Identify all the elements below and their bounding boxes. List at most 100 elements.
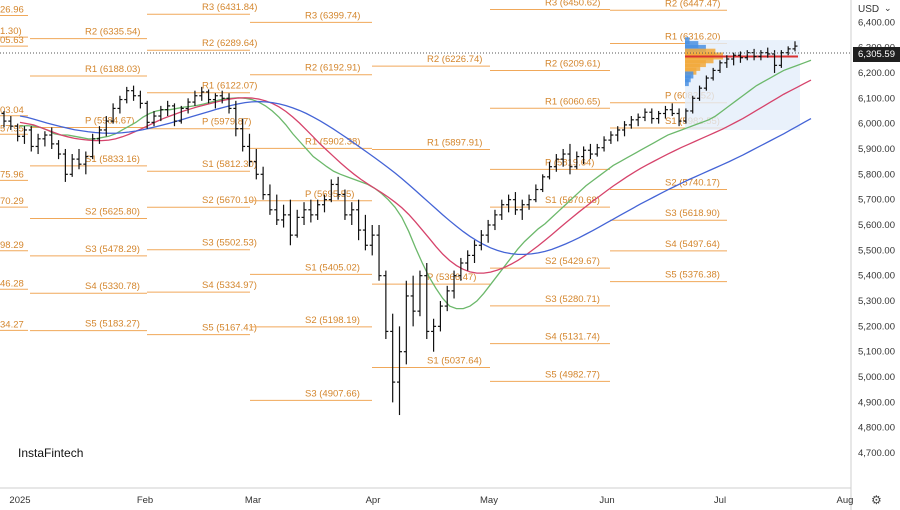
currency-selector[interactable]: USD — [858, 4, 880, 15]
price-tick-label: 5,900.00 — [858, 144, 895, 155]
ohlc-bar — [69, 154, 75, 177]
pivot-label: S1 (5670.68) — [545, 195, 600, 206]
ohlc-bar — [656, 110, 662, 124]
ohlc-bar — [90, 133, 96, 160]
ohlc-bar — [267, 184, 273, 215]
volume-profile-bar — [685, 44, 706, 52]
pivot-label: 57.95 — [0, 123, 24, 134]
ohlc-bar — [444, 285, 450, 312]
pivot-label: S4 (5334.97) — [202, 280, 257, 291]
ohlc-bar — [35, 133, 41, 155]
volume-profile-bar — [685, 75, 691, 83]
ohlc-bar — [369, 224, 375, 256]
ohlc-bar — [737, 51, 743, 63]
volume-profile-bar — [685, 37, 690, 45]
settings-gear-icon[interactable]: ⚙ — [871, 493, 882, 507]
ohlc-bar — [356, 199, 362, 241]
ohlc-bar — [601, 136, 607, 152]
ohlc-bar — [328, 179, 334, 203]
ohlc-bar — [676, 108, 682, 127]
month-tick-label: May — [480, 495, 498, 506]
pivot-label: 03.04 — [0, 105, 24, 116]
volume-profile — [685, 37, 800, 130]
ohlc-bar — [171, 103, 177, 127]
ohlc-bar — [315, 199, 321, 220]
ohlc-bar — [540, 174, 546, 193]
ohlc-bar — [772, 50, 778, 73]
ohlc-bar — [165, 100, 171, 117]
price-tick-label: 5,200.00 — [858, 321, 895, 332]
ohlc-bar — [178, 105, 184, 124]
ohlc-bar — [233, 100, 239, 137]
pivot-label: R1 (5897.91) — [427, 138, 482, 149]
pivot-label: S3 (4907.66) — [305, 388, 360, 399]
ohlc-bar — [137, 90, 143, 109]
pivot-label: S3 (5618.90) — [665, 208, 720, 219]
ohlc-bar — [192, 90, 198, 106]
pivot-label: S2 (5740.17) — [665, 177, 720, 188]
ohlc-bar — [83, 151, 89, 175]
pivot-label: S3 (5478.29) — [85, 244, 140, 255]
ohlc-bar — [260, 166, 266, 200]
ohlc-bar — [185, 98, 191, 114]
month-tick-label: Mar — [245, 495, 261, 506]
ohlc-bar — [308, 199, 314, 223]
ohlc-bar — [547, 161, 553, 180]
pivot-label: 98.29 — [0, 240, 24, 251]
ohlc-bar — [301, 202, 307, 225]
month-tick-label: Jul — [714, 495, 726, 506]
price-tick-label: 6,200.00 — [858, 68, 895, 79]
ohlc-bar — [281, 204, 287, 228]
pivot-label: R1 (6316.20) — [665, 32, 720, 43]
ohlc-bar — [519, 199, 525, 220]
ohlc-bar — [403, 280, 409, 365]
ohlc-bar — [533, 184, 539, 203]
ohlc-bar — [158, 105, 164, 122]
ohlc-bar — [274, 194, 280, 225]
price-axis[interactable]: 4,700.00 4,800.00 4,900.00 5,000.00 5,100.00… — [858, 17, 895, 459]
ohlc-bar — [703, 75, 709, 91]
ohlc-bar — [431, 318, 437, 352]
ohlc-bar — [717, 60, 723, 73]
price-tick-label: 5,400.00 — [858, 271, 895, 282]
price-tick-label: 4,900.00 — [858, 397, 895, 408]
pivot-label: 1.30) — [0, 26, 22, 37]
ohlc-bar — [240, 118, 246, 152]
pivot-label: S2 (5670.10) — [202, 195, 257, 206]
volume-profile-bar — [685, 63, 701, 71]
pivot-label: 34.27 — [0, 319, 24, 330]
ohlc-bar — [697, 85, 703, 101]
ohlc-bar — [649, 108, 655, 124]
ohlc-bar — [628, 116, 634, 129]
ohlc-bar — [478, 230, 484, 251]
month-tick-label: Aug — [837, 495, 854, 506]
ohlc-bar — [499, 199, 505, 220]
price-tick-label: 5,500.00 — [858, 245, 895, 256]
pivot-label: S4 (5330.78) — [85, 281, 140, 292]
pivot-label: S5 (5167.41) — [202, 323, 257, 334]
pivot-label: S2 (5198.19) — [305, 315, 360, 326]
ohlc-bar — [485, 219, 491, 243]
ohlc-bar — [390, 313, 396, 403]
ohlc-bar — [294, 209, 300, 238]
pivot-label: R2 (6447.47) — [665, 0, 720, 9]
chevron-down-icon[interactable]: ⌄ — [884, 3, 892, 13]
pivot-label: S5 (5183.27) — [85, 319, 140, 330]
price-tick-label: 5,300.00 — [858, 296, 895, 307]
price-tick-label: 4,800.00 — [858, 423, 895, 434]
ohlc-bar — [472, 240, 478, 264]
ohlc-bar — [587, 143, 593, 160]
ohlc-bar — [492, 209, 498, 231]
ohlc-bar — [608, 131, 614, 144]
last-price-badge: 6,305.59 — [853, 47, 900, 62]
pivot-label: S5 (5376.38) — [665, 270, 720, 281]
pivot-label: 70.29 — [0, 196, 24, 207]
price-tick-label: 5,100.00 — [858, 347, 895, 358]
ohlc-bar — [424, 263, 430, 340]
price-tick-label: 4,700.00 — [858, 448, 895, 459]
ohlc-bar — [131, 85, 137, 101]
time-axis[interactable]: 2025 Feb Mar Apr May Jun Jul Aug — [9, 495, 853, 506]
ohlc-bar — [342, 189, 348, 220]
brand-logo: InstaFintech — [18, 446, 84, 460]
